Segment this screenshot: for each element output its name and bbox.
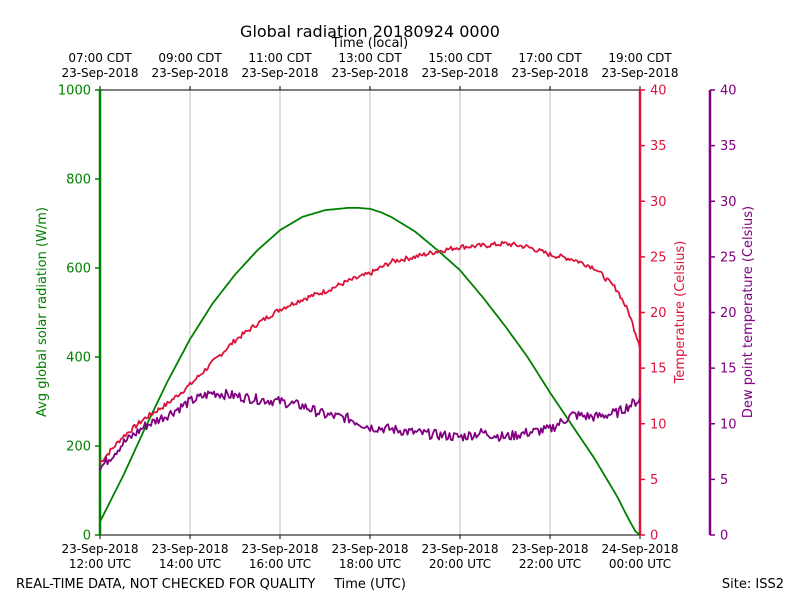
y-tick-label: 10 [720,417,737,432]
x-axis-label: Time (UTC) [333,577,406,592]
y-tick-label: 20 [650,306,667,321]
y-tick-label: 40 [720,84,737,99]
x-tick-date: 24-Sep-2018 [601,542,678,556]
gridlines [189,90,551,535]
y-tick-label: 0 [650,529,658,544]
y-tick-label: 5 [650,473,658,488]
top-tick-local-time: 19:00 CDT [608,51,672,65]
top-tick-local-time: 17:00 CDT [518,51,582,65]
y-tick-label: 25 [650,250,667,265]
top-tick-local-date: 23-Sep-2018 [421,66,498,80]
x-tick-date: 23-Sep-2018 [241,542,318,556]
y-tick-label: 15 [720,362,737,377]
y-tick-label: 35 [720,139,737,154]
y-tick-label: 0 [720,529,728,544]
y-tick-label: 40 [650,84,667,99]
radiation-axis-label: Avg global solar radiation (W/m) [35,207,50,417]
temperature-axis-ticks: 0 5 10 15 20 25 30 35 40 [640,84,667,544]
y-tick-label: 25 [720,250,737,265]
x-tick-date: 23-Sep-2018 [421,542,498,556]
x-tick-date: 23-Sep-2018 [331,542,408,556]
dewpoint-axis-label: Dew point temperature (Celsius) [741,206,756,418]
x-tick-time: 16:00 UTC [249,557,311,571]
x-tick-time: 14:00 UTC [159,557,221,571]
temperature-axis-label: Temperature (Celsius) [673,241,688,385]
top-tick-local-date: 23-Sep-2018 [601,66,678,80]
y-tick-label: 200 [66,440,91,455]
y-tick-label: 0 [83,529,91,544]
y-tick-label: 30 [650,195,667,210]
quality-notice: REAL-TIME DATA, NOT CHECKED FOR QUALITY [16,577,315,592]
top-tick-local-date: 23-Sep-2018 [151,66,228,80]
series-group [99,206,641,536]
series-line-dewpoint [99,388,641,472]
radiation-axis-ticks: 0 200 400 600 800 1000 [58,84,100,544]
top-tick-local-time: 13:00 CDT [338,51,402,65]
site-label: Site: ISS2 [722,577,784,592]
x-tick-date: 23-Sep-2018 [61,542,138,556]
top-axis-label: Time (local) [331,36,408,51]
top-tick-local-time: 15:00 CDT [428,51,492,65]
x-tick-time: 20:00 UTC [429,557,491,571]
y-tick-label: 800 [66,173,91,188]
series-line-temperature [99,240,641,464]
x-tick-date: 23-Sep-2018 [151,542,228,556]
y-tick-label: 30 [720,195,737,210]
y-tick-label: 600 [66,262,91,277]
y-tick-label: 15 [650,362,667,377]
y-tick-label: 400 [66,351,91,366]
top-tick-local-date: 23-Sep-2018 [511,66,588,80]
x-tick-date: 23-Sep-2018 [511,542,588,556]
x-tick-time: 00:00 UTC [609,557,671,571]
top-tick-local-date: 23-Sep-2018 [331,66,408,80]
dewpoint-axis-ticks: 0 5 10 15 20 25 30 35 40 [710,84,737,544]
y-tick-label: 5 [720,473,728,488]
top-tick-local-time: 09:00 CDT [158,51,222,65]
x-tick-time: 12:00 UTC [69,557,131,571]
top-tick-local-date: 23-Sep-2018 [61,66,138,80]
chart-title: Global radiation 20180924 0000 [240,22,500,41]
top-tick-local-time: 07:00 CDT [68,51,132,65]
top-tick-local-time: 11:00 CDT [248,51,312,65]
y-tick-label: 1000 [58,84,91,99]
x-tick-time: 22:00 UTC [519,557,581,571]
top-tick-local-date: 23-Sep-2018 [241,66,318,80]
y-tick-label: 10 [650,417,667,432]
series-line-radiation [99,206,641,536]
y-tick-label: 35 [650,139,667,154]
x-tick-time: 18:00 UTC [339,557,401,571]
y-tick-label: 20 [720,306,737,321]
